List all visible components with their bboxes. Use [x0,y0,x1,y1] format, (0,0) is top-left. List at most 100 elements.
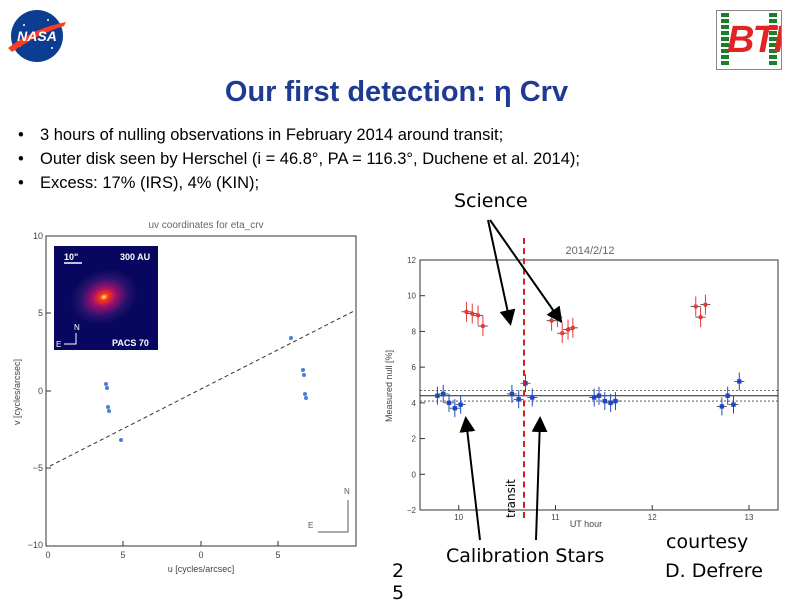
uv-point [304,396,308,400]
calibrator-point [506,384,517,403]
science-point [473,305,484,326]
uv-point [105,386,109,390]
inset-compass-n: N [74,323,80,332]
science-arrow-1 [487,219,516,326]
nasa-logo-text: NASA [17,28,57,44]
uv-ytick: 5 [38,308,43,318]
calibrator-point [432,386,443,405]
uv-points [104,336,308,442]
chart-xlabel: UT hour [570,519,602,529]
uv-plot-xlabel: u [cycles/arcsec] [168,564,235,574]
uv-point [301,368,305,372]
uv-xtick: 5 [120,550,125,560]
calibrator-point [734,372,745,391]
chart-ytick-label: 8 [412,327,417,336]
science-point [567,317,578,338]
calibrator-point [594,386,604,405]
uv-point [303,392,307,396]
chart-ytick-label: −2 [407,506,417,515]
chart-frame [419,259,779,511]
chart-xtick-label: 10 [454,513,463,522]
science-point [461,301,472,322]
uv-compass-n: N [344,487,350,496]
uv-point [119,438,123,442]
chart-ytick-label: 4 [412,399,417,408]
uv-point [107,409,111,413]
calibrator-point [438,384,449,403]
null-chart: 2014/2/12 Measured null [%] UT hour −2 0 2… [384,245,779,529]
nasa-logo: NASA [8,10,66,62]
page-number-2: 5 [392,582,405,604]
calibrator-point [716,397,727,416]
uv-compass [318,500,349,533]
bullet-1: • 3 hours of nulling observations in Febr… [18,126,504,144]
calibrator-point [449,399,460,418]
calibrator-point [444,393,455,412]
chart-ylabel: Measured null [%] [384,350,394,422]
calibration-label: Calibration Stars [446,545,605,567]
nasa-logo-swoosh [8,22,66,52]
slide-title: Our first detection: η Crv [224,76,569,108]
bti-logo: BTI [716,10,782,70]
bti-logo-stripes-left [721,13,729,67]
calibration-arrow-1 [459,416,481,541]
science-point [477,316,488,337]
uv-plot-yticks: 10 5 0 −5 −10 [28,231,43,550]
uv-point [289,336,293,340]
calibrator-point [728,395,739,414]
calibrator-point [455,395,466,414]
uv-point [106,405,110,409]
calibrator-point [513,390,524,409]
bullet-2: • Outer disk seen by Herschel (i = 46.8°,… [18,150,580,168]
calibrator-point [610,392,621,411]
science-point [563,319,574,340]
calibration-arrow-2 [531,416,548,541]
uv-point [302,373,306,377]
uv-compass-e: E [308,521,313,530]
chart-ytick-label: 10 [407,292,416,301]
herschel-inset: 10" 300 AU N E PACS 70 [54,246,158,350]
uv-plot-ylabel: v [cycles/arcsec] [12,359,22,425]
uv-plot-title: uv coordinates for eta_crv [148,220,263,231]
inset-label: PACS 70 [112,338,149,348]
inset-scale-left: 10" [64,252,78,262]
science-point [467,303,478,324]
uv-xtick: 5 [275,550,280,560]
inset-scale-right: 300 AU [120,252,150,262]
uv-plot-xticks: 0 5 0 5 [45,550,280,560]
bullet-2-text: Outer disk seen by Herschel (i = 46.8°, … [40,150,580,168]
chart-xtick-label: 11 [551,513,560,522]
calibrator-point [599,392,610,411]
page-number-1: 2 [392,560,405,582]
uv-plot: uv coordinates for eta_crv 10 5 0 −5 −10… [12,220,357,574]
bullet-1-text: 3 hours of nulling observations in Febru… [40,126,504,144]
inset-compass-e: E [56,340,61,349]
science-point [700,294,711,315]
chart-ytick-label: 2 [412,435,417,444]
science-point [690,296,701,317]
science-arrow-2 [489,219,563,324]
courtesy-line-1: courtesy [666,531,749,553]
chart-ytick-label: 6 [412,363,417,372]
chart-ytick-label: 12 [407,256,416,265]
transit-line [523,238,525,518]
chart-ytick-label: 0 [412,470,417,479]
science-point [695,307,706,328]
bti-logo-text: BTI [727,19,782,61]
bullet-3: • Excess: 17% (IRS), 4% (KIN); [18,174,260,192]
uv-plot-position-angle-line [49,309,357,467]
uv-ytick: 0 [38,386,43,396]
calibrator-point [520,374,531,393]
uv-xtick: 0 [45,550,50,560]
uv-point [104,382,108,386]
science-label: Science [454,190,528,212]
bti-logo-stripes-right [769,13,777,67]
courtesy-line-2: D. Defrere [665,560,763,582]
uv-ytick: −5 [33,463,43,473]
science-point [557,323,568,344]
chart-xtick-label: 12 [648,513,657,522]
uv-xtick: 0 [198,550,203,560]
herschel-disk [70,269,138,325]
bullet-3-text: Excess: 17% (IRS), 4% (KIN); [40,174,260,192]
